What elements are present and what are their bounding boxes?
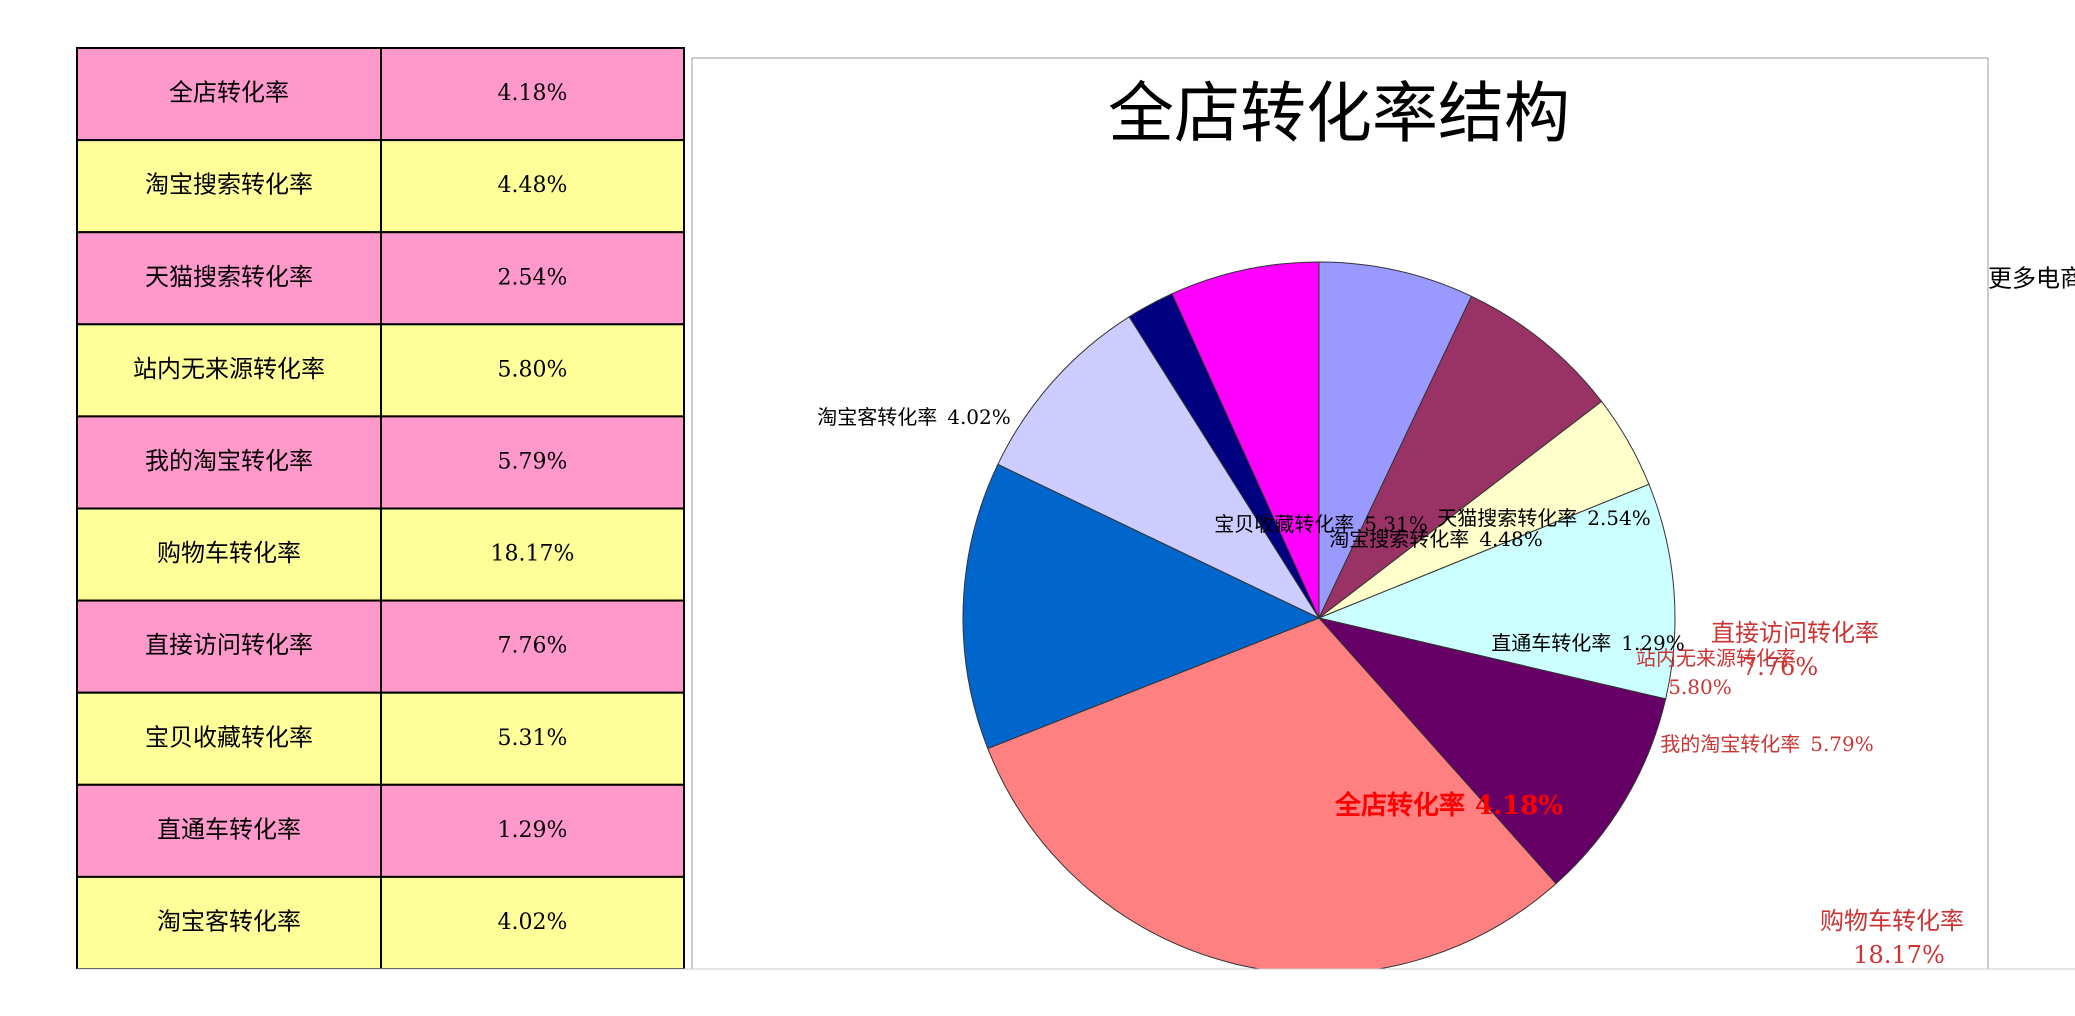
pie-slice [1318,295,1603,619]
cell-text: 5.80% [498,357,568,382]
label-value: 4.02% [947,405,1011,429]
table-cell [76,47,382,142]
cell-text: 我的淘宝转化率 [145,447,313,475]
cell-text: 5.31% [498,726,568,751]
table-cell [380,139,685,234]
cell-text: 淘宝客转化率 [157,907,301,935]
label-value: 5.31% [1364,512,1428,536]
label-value: 1.29% [1621,631,1685,655]
cell-text: 4.48% [498,173,568,198]
label-value: 2.54% [1587,506,1651,530]
table-cell [380,323,685,418]
label-value: 7.76% [1742,653,1818,681]
cell-text: 淘宝搜索转化率 [145,171,313,199]
table-cell [380,507,685,602]
data-label: 淘宝搜索转化率 4.48% [1329,527,1543,551]
cell-text: 宝贝收藏转化率 [145,723,313,751]
label-name: 淘宝客转化率 [817,405,937,429]
data-label: 直通车转化率 1.29% [1491,631,1685,655]
table-cell [380,783,685,878]
label-name: 全店转化率 [1334,790,1465,821]
cell-text: 直接访问转化率 [145,631,313,659]
pie-slice [987,617,1557,969]
data-label: 宝贝收藏转化率 5.31% [1214,512,1428,536]
data-label: 我的淘宝转化率 5.79% [1660,732,1874,756]
cell-text: 4.02% [498,910,568,935]
cell-text: 天猫搜索转化率 [145,263,313,291]
cell-text: 站内无来源转化率 [133,355,325,383]
cell-text: 2.54% [498,265,568,290]
label-name: 宝贝收藏转化率 [1214,512,1354,536]
label-value: 18.17% [1853,941,1945,969]
label-value: 4.48% [1479,527,1543,551]
chart-title: 全店转化率结构 [1108,75,1570,152]
label-value: 4.18% [1475,791,1563,821]
label-name: 我的淘宝转化率 [1660,732,1800,756]
cell-text: 18.17% [491,542,575,567]
pie-slice [1317,617,1667,885]
table-cell [76,783,382,878]
label-value: 5.80% [1668,675,1732,699]
pie-slice [1318,261,1473,619]
table-cell [380,875,685,969]
cell-text: 1.29% [498,818,568,843]
label-name: 直通车转化率 [1491,631,1611,655]
label-name: 站内无来源转化率 [1636,646,1796,670]
pie-slice [962,463,1321,750]
cell-text: 4.18% [498,81,568,106]
cell-text: 5.79% [498,449,568,474]
table-cell [380,47,685,142]
table-cell [380,599,685,694]
data-label: 天猫搜索转化率 2.54% [1437,506,1651,530]
pie-slice [997,316,1321,620]
data-label: 站内无来源转化率 5.80% [1636,646,1796,699]
pie-slice [1171,261,1320,619]
label-name: 天猫搜索转化率 [1437,506,1577,530]
table-cell [380,415,685,510]
label-name: 淘宝搜索转化率 [1329,527,1469,551]
data-label: 直接访问转化率 7.76% [1711,619,1879,681]
pie-slice [1317,483,1676,700]
data-table: 全店转化率 4.18% 淘宝搜索转化率 4.48% 天猫搜索转化率 2.54% 站内无来源转… [76,47,685,969]
data-label: 全店转化率 4.18% [1334,790,1563,821]
data-label: 淘宝客转化率 4.02% [817,405,1011,429]
data-label: 购物车转化率 18.17% [1820,907,1964,969]
cell-text: 7.76% [498,634,568,659]
cell-text: 全店转化率 [169,79,289,107]
table-cell [76,875,382,969]
cell-text: 购物车转化率 [157,539,301,567]
pie-chart: 全店转化率 4.18% 淘宝搜索转化率 4.48%天猫搜索转化率 2.54% 站内无来源转… [817,261,1964,969]
side-note: 更多电商 [1988,265,2075,293]
table-cell [380,691,685,786]
label-name: 购物车转化率 [1820,907,1964,935]
table-cell [380,231,685,326]
label-name: 直接访问转化率 [1711,619,1879,647]
cell-text: 直通车转化率 [157,815,301,843]
table-cell [76,139,382,234]
label-value: 5.79% [1810,732,1874,756]
